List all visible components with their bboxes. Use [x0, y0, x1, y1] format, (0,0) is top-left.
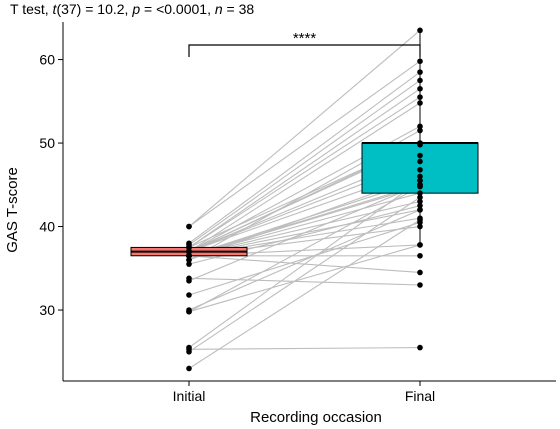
data-point	[186, 257, 192, 263]
y-axis-label: GAS T-score	[4, 167, 21, 253]
title-p-rest: = <0.0001,	[140, 1, 215, 17]
data-point	[417, 194, 423, 201]
pair-line	[188, 192, 421, 257]
data-point	[417, 152, 423, 159]
pair-line	[188, 347, 421, 350]
title-t-rest: (37) = 10.2,	[56, 1, 132, 17]
pair-line	[188, 196, 421, 353]
title-p-symbol: p	[131, 1, 140, 17]
data-point	[186, 308, 192, 315]
data-point	[417, 198, 423, 205]
data-point	[417, 166, 423, 173]
data-point	[186, 223, 192, 230]
data-point	[417, 252, 423, 259]
data-point	[186, 278, 192, 284]
data-point	[417, 190, 423, 196]
pair-line	[188, 209, 421, 311]
data-point	[417, 58, 423, 65]
pair-line	[188, 244, 421, 313]
data-point	[417, 282, 423, 288]
title-n-rest: = 38	[223, 1, 255, 17]
box-plots	[130, 30, 479, 257]
significance-bracket: ****	[188, 30, 421, 57]
data-point	[186, 261, 192, 267]
pair-line	[188, 60, 421, 227]
data-point	[417, 202, 423, 209]
x-ticks: Initial Final	[173, 381, 435, 404]
data-point	[417, 158, 423, 165]
data-point	[186, 248, 192, 255]
pair-line	[188, 219, 421, 369]
pair-line	[188, 185, 421, 257]
x-tick-label-final: Final	[405, 388, 435, 404]
data-point	[417, 123, 423, 130]
title-prefix: T test,	[10, 1, 53, 17]
data-point	[417, 217, 423, 223]
axes	[62, 22, 556, 382]
pair-line	[188, 200, 421, 257]
data-point	[417, 85, 423, 92]
bracket-line	[188, 44, 421, 57]
data-point	[417, 183, 423, 190]
data-point	[417, 27, 423, 34]
pair-line	[188, 221, 421, 296]
data-point	[186, 292, 192, 298]
pair-line	[188, 29, 421, 227]
pair-line	[188, 71, 421, 244]
title-n-symbol: n	[215, 1, 223, 17]
data-point	[417, 173, 423, 180]
pair-line	[188, 184, 421, 282]
y-tick-label: 30	[39, 302, 55, 318]
data-point	[417, 140, 423, 146]
x-axis-label: Recording occasion	[250, 409, 382, 426]
data-point	[186, 252, 192, 259]
paired-lines	[188, 29, 421, 369]
data-point	[417, 100, 423, 106]
data-points	[186, 27, 423, 372]
data-point	[417, 344, 423, 351]
data-point	[417, 94, 423, 100]
pair-line	[188, 79, 421, 246]
y-ticks: 30 40 50 60	[39, 52, 63, 318]
pair-line	[188, 102, 421, 253]
data-point	[417, 77, 423, 84]
chart-title: T test, t(37) = 10.2, p = <0.0001, n = 3…	[10, 1, 254, 17]
pair-line	[188, 185, 421, 313]
pair-line	[188, 96, 421, 248]
y-tick-label: 60	[39, 52, 55, 68]
data-point	[186, 244, 192, 251]
pair-line	[188, 277, 421, 286]
x-tick-label-initial: Initial	[173, 388, 206, 404]
pair-line	[188, 88, 421, 248]
data-point	[186, 365, 192, 372]
y-tick-label: 50	[39, 135, 55, 151]
pair-line	[188, 180, 421, 349]
data-point	[417, 242, 423, 248]
data-point	[417, 269, 423, 276]
y-tick-label: 40	[39, 219, 55, 235]
data-point	[186, 348, 192, 355]
title-t-symbol: t	[53, 1, 58, 17]
data-point	[417, 69, 423, 75]
significance-label: ****	[293, 30, 317, 47]
data-point	[417, 223, 423, 230]
data-point	[417, 177, 423, 184]
data-point	[417, 207, 423, 213]
data-point	[417, 127, 423, 134]
